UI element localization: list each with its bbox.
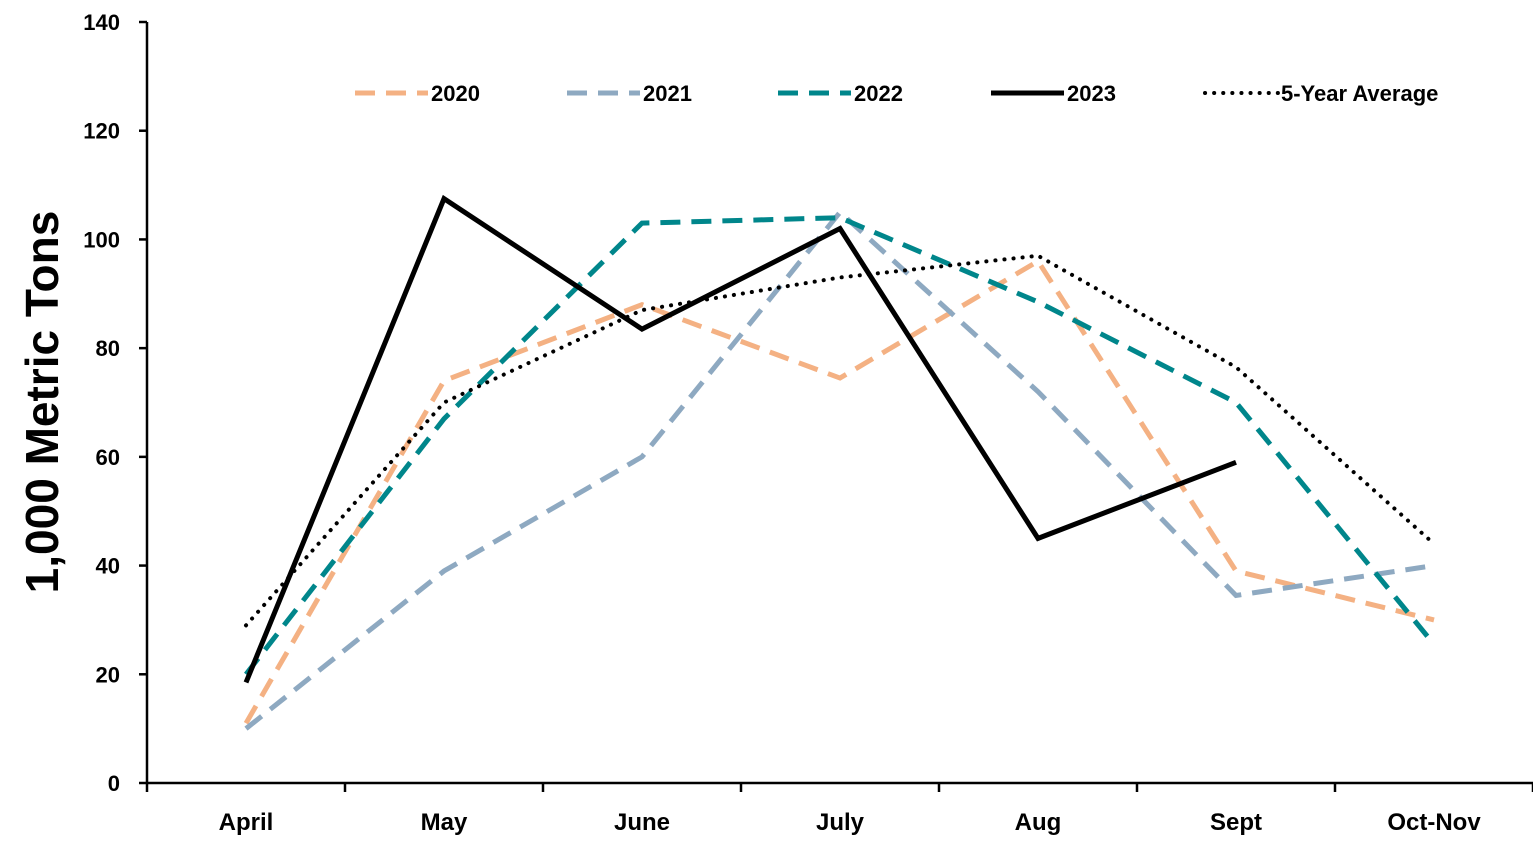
legend: 2020 2021 2022 2023 5-Year Average	[355, 81, 1438, 106]
y-tick-label: 100	[83, 227, 120, 252]
x-tick-label: June	[614, 809, 670, 836]
series-line-1	[243, 257, 1435, 725]
y-tick-label: 60	[96, 445, 120, 470]
y-axis-title: 1,000 Metric Tons	[16, 211, 68, 594]
axes	[145, 22, 1533, 785]
legend-label-5: 5-Year Average	[1281, 81, 1438, 106]
y-tick-label: 120	[83, 119, 120, 144]
x-tick-label: Aug	[1015, 809, 1062, 836]
x-tick-label: April	[219, 809, 274, 836]
y-axis-title-group: 1,000 Metric Tons	[16, 211, 68, 594]
x-tick-label: Sept	[1210, 809, 1262, 836]
series-line-5	[244, 253, 1436, 628]
series-line-3	[244, 215, 1436, 676]
y-ticks: 0 20 40 60 80 100 120 140	[83, 10, 147, 796]
series-line-2	[244, 208, 1435, 731]
x-tick-label: May	[421, 809, 468, 836]
x-tick-label: Oct-Nov	[1387, 809, 1481, 836]
x-ticks: April May June July Aug Sept Oct-Nov	[145, 783, 1533, 836]
y-tick-label: 20	[96, 662, 120, 687]
legend-label-1: 2020	[431, 81, 480, 106]
y-tick-label: 80	[96, 336, 120, 361]
y-tick-label: 140	[83, 10, 120, 35]
series-lines	[243, 194, 1436, 731]
x-tick-label: July	[816, 809, 865, 836]
legend-label-3: 2022	[854, 81, 903, 106]
legend-label-4: 2023	[1067, 81, 1116, 106]
series-line-4	[243, 194, 1237, 684]
y-tick-label: 0	[108, 771, 120, 796]
legend-label-2: 2021	[643, 81, 692, 106]
y-tick-label: 40	[96, 554, 120, 579]
